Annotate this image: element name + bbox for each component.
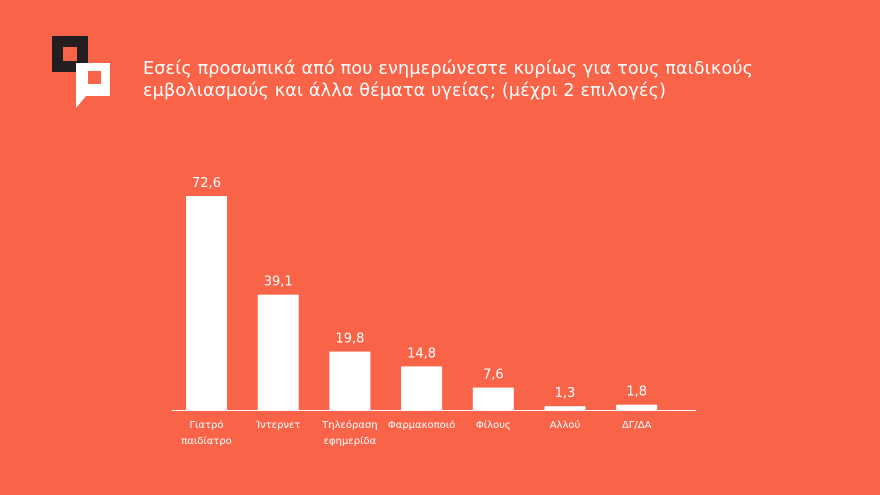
category-label-3-line-2: εφημερίδα <box>324 435 377 447</box>
chart-title-line-1: Εσείς προσωπικά από που ενημερώνεστε κυρ… <box>143 59 754 79</box>
data-label-1: 72,6 <box>192 176 221 191</box>
category-label-1-line-2: παιδίατρο <box>181 435 232 447</box>
data-label-5: 7,6 <box>483 368 504 383</box>
category-label-6-line-1: Αλλού <box>550 419 581 431</box>
bar-4 <box>401 366 443 410</box>
data-label-4: 14,8 <box>407 346 436 361</box>
bar-5 <box>472 387 514 410</box>
bar-1 <box>186 196 227 410</box>
category-label-3-line-1: Τηλεόραση <box>321 419 378 431</box>
bar-7 <box>616 404 658 410</box>
bar-3 <box>329 351 371 410</box>
category-label-1-line-1: Γιατρό <box>189 419 223 431</box>
category-label-5-line-1: Φίλους <box>476 419 511 431</box>
bar-6 <box>544 406 586 410</box>
category-label-2-line-1: Ίντερνετ <box>255 419 300 431</box>
data-label-3: 19,8 <box>335 332 364 347</box>
data-label-6: 1,3 <box>555 386 576 401</box>
data-label-7: 1,8 <box>626 385 647 400</box>
category-label-4-line-1: Φαρμακοποιό <box>388 419 455 431</box>
chart-title: Εσείς προσωπικά από που ενημερώνεστε κυρ… <box>143 58 843 102</box>
bar-2 <box>257 294 299 410</box>
chart-title-line-2: εμβολιασμούς και άλλα θέματα υγείας; (μέ… <box>143 81 667 101</box>
data-label-2: 39,1 <box>264 275 293 290</box>
category-label-7-line-1: ΔΓ/ΔΑ <box>622 420 652 431</box>
